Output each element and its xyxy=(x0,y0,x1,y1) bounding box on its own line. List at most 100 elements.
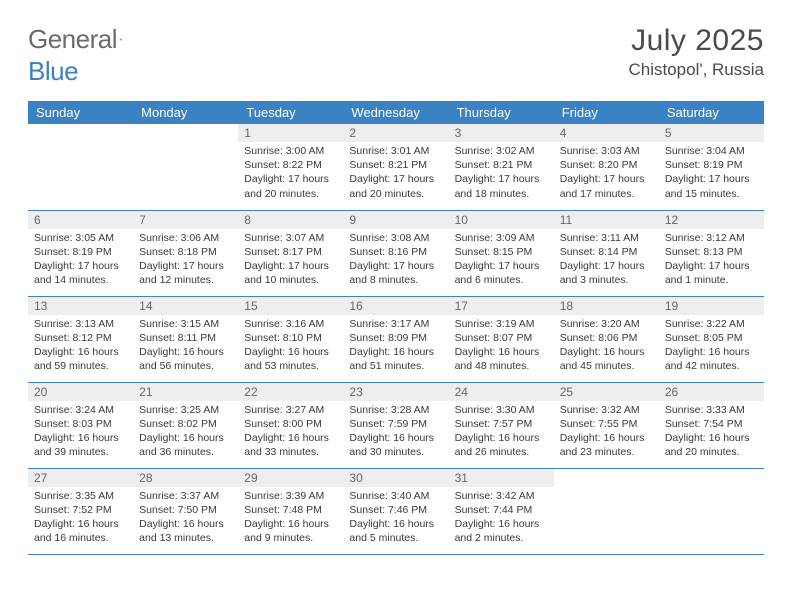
calendar-body: 1Sunrise: 3:00 AMSunset: 8:22 PMDaylight… xyxy=(28,124,764,554)
day-number: 29 xyxy=(238,469,343,487)
day-number: 21 xyxy=(133,383,238,401)
calendar-cell xyxy=(554,468,659,554)
weekday-header: Sunday xyxy=(28,101,133,124)
day-details: Sunrise: 3:30 AMSunset: 7:57 PMDaylight:… xyxy=(449,401,554,464)
calendar-cell: 29Sunrise: 3:39 AMSunset: 7:48 PMDayligh… xyxy=(238,468,343,554)
day-number: 4 xyxy=(554,124,659,142)
calendar-row: 1Sunrise: 3:00 AMSunset: 8:22 PMDaylight… xyxy=(28,124,764,210)
day-number: 12 xyxy=(659,211,764,229)
day-number: 15 xyxy=(238,297,343,315)
day-number: 26 xyxy=(659,383,764,401)
day-details: Sunrise: 3:04 AMSunset: 8:19 PMDaylight:… xyxy=(659,142,764,205)
calendar-cell: 21Sunrise: 3:25 AMSunset: 8:02 PMDayligh… xyxy=(133,382,238,468)
calendar-cell: 1Sunrise: 3:00 AMSunset: 8:22 PMDaylight… xyxy=(238,124,343,210)
weekday-header: Tuesday xyxy=(238,101,343,124)
calendar-table: SundayMondayTuesdayWednesdayThursdayFrid… xyxy=(28,101,764,555)
day-details: Sunrise: 3:35 AMSunset: 7:52 PMDaylight:… xyxy=(28,487,133,550)
day-details: Sunrise: 3:09 AMSunset: 8:15 PMDaylight:… xyxy=(449,229,554,292)
calendar-cell xyxy=(133,124,238,210)
calendar-cell: 27Sunrise: 3:35 AMSunset: 7:52 PMDayligh… xyxy=(28,468,133,554)
day-number: 2 xyxy=(343,124,448,142)
day-number: 22 xyxy=(238,383,343,401)
day-number: 14 xyxy=(133,297,238,315)
day-number: 7 xyxy=(133,211,238,229)
calendar-cell: 17Sunrise: 3:19 AMSunset: 8:07 PMDayligh… xyxy=(449,296,554,382)
day-number: 5 xyxy=(659,124,764,142)
day-details: Sunrise: 3:15 AMSunset: 8:11 PMDaylight:… xyxy=(133,315,238,378)
day-number: 27 xyxy=(28,469,133,487)
day-number: 11 xyxy=(554,211,659,229)
day-details: Sunrise: 3:11 AMSunset: 8:14 PMDaylight:… xyxy=(554,229,659,292)
logo-text-1: General xyxy=(28,24,117,55)
day-details: Sunrise: 3:28 AMSunset: 7:59 PMDaylight:… xyxy=(343,401,448,464)
location: Chistopol', Russia xyxy=(628,60,764,80)
calendar-cell: 28Sunrise: 3:37 AMSunset: 7:50 PMDayligh… xyxy=(133,468,238,554)
weekday-header: Thursday xyxy=(449,101,554,124)
day-number: 24 xyxy=(449,383,554,401)
calendar-cell: 18Sunrise: 3:20 AMSunset: 8:06 PMDayligh… xyxy=(554,296,659,382)
day-number: 16 xyxy=(343,297,448,315)
day-number: 25 xyxy=(554,383,659,401)
calendar-cell: 4Sunrise: 3:03 AMSunset: 8:20 PMDaylight… xyxy=(554,124,659,210)
calendar-cell: 6Sunrise: 3:05 AMSunset: 8:19 PMDaylight… xyxy=(28,210,133,296)
calendar-cell: 2Sunrise: 3:01 AMSunset: 8:21 PMDaylight… xyxy=(343,124,448,210)
day-number: 30 xyxy=(343,469,448,487)
day-details: Sunrise: 3:07 AMSunset: 8:17 PMDaylight:… xyxy=(238,229,343,292)
day-details: Sunrise: 3:08 AMSunset: 8:16 PMDaylight:… xyxy=(343,229,448,292)
logo-text-2: Blue xyxy=(28,56,78,87)
logo-sail-icon xyxy=(119,30,123,48)
day-details: Sunrise: 3:39 AMSunset: 7:48 PMDaylight:… xyxy=(238,487,343,550)
day-details: Sunrise: 3:27 AMSunset: 8:00 PMDaylight:… xyxy=(238,401,343,464)
calendar-head: SundayMondayTuesdayWednesdayThursdayFrid… xyxy=(28,101,764,124)
weekday-header: Monday xyxy=(133,101,238,124)
day-details: Sunrise: 3:33 AMSunset: 7:54 PMDaylight:… xyxy=(659,401,764,464)
calendar-cell: 10Sunrise: 3:09 AMSunset: 8:15 PMDayligh… xyxy=(449,210,554,296)
day-details: Sunrise: 3:17 AMSunset: 8:09 PMDaylight:… xyxy=(343,315,448,378)
day-details: Sunrise: 3:25 AMSunset: 8:02 PMDaylight:… xyxy=(133,401,238,464)
title-block: July 2025 Chistopol', Russia xyxy=(628,24,764,80)
calendar-cell: 15Sunrise: 3:16 AMSunset: 8:10 PMDayligh… xyxy=(238,296,343,382)
day-details: Sunrise: 3:37 AMSunset: 7:50 PMDaylight:… xyxy=(133,487,238,550)
day-number: 19 xyxy=(659,297,764,315)
calendar-cell: 8Sunrise: 3:07 AMSunset: 8:17 PMDaylight… xyxy=(238,210,343,296)
logo: General xyxy=(28,24,141,55)
day-details: Sunrise: 3:12 AMSunset: 8:13 PMDaylight:… xyxy=(659,229,764,292)
calendar-cell: 14Sunrise: 3:15 AMSunset: 8:11 PMDayligh… xyxy=(133,296,238,382)
calendar-cell: 16Sunrise: 3:17 AMSunset: 8:09 PMDayligh… xyxy=(343,296,448,382)
calendar-cell: 7Sunrise: 3:06 AMSunset: 8:18 PMDaylight… xyxy=(133,210,238,296)
day-number: 1 xyxy=(238,124,343,142)
calendar-cell: 9Sunrise: 3:08 AMSunset: 8:16 PMDaylight… xyxy=(343,210,448,296)
calendar-cell: 3Sunrise: 3:02 AMSunset: 8:21 PMDaylight… xyxy=(449,124,554,210)
calendar-cell: 22Sunrise: 3:27 AMSunset: 8:00 PMDayligh… xyxy=(238,382,343,468)
day-number: 20 xyxy=(28,383,133,401)
calendar-cell: 25Sunrise: 3:32 AMSunset: 7:55 PMDayligh… xyxy=(554,382,659,468)
calendar-row: 20Sunrise: 3:24 AMSunset: 8:03 PMDayligh… xyxy=(28,382,764,468)
day-details: Sunrise: 3:24 AMSunset: 8:03 PMDaylight:… xyxy=(28,401,133,464)
day-number: 13 xyxy=(28,297,133,315)
day-details: Sunrise: 3:40 AMSunset: 7:46 PMDaylight:… xyxy=(343,487,448,550)
day-number: 28 xyxy=(133,469,238,487)
day-number: 17 xyxy=(449,297,554,315)
calendar-cell: 31Sunrise: 3:42 AMSunset: 7:44 PMDayligh… xyxy=(449,468,554,554)
day-details: Sunrise: 3:13 AMSunset: 8:12 PMDaylight:… xyxy=(28,315,133,378)
calendar-cell: 5Sunrise: 3:04 AMSunset: 8:19 PMDaylight… xyxy=(659,124,764,210)
day-number: 18 xyxy=(554,297,659,315)
day-number: 3 xyxy=(449,124,554,142)
day-details: Sunrise: 3:05 AMSunset: 8:19 PMDaylight:… xyxy=(28,229,133,292)
day-details: Sunrise: 3:20 AMSunset: 8:06 PMDaylight:… xyxy=(554,315,659,378)
day-details: Sunrise: 3:02 AMSunset: 8:21 PMDaylight:… xyxy=(449,142,554,205)
calendar-cell: 11Sunrise: 3:11 AMSunset: 8:14 PMDayligh… xyxy=(554,210,659,296)
weekday-header: Friday xyxy=(554,101,659,124)
calendar-row: 13Sunrise: 3:13 AMSunset: 8:12 PMDayligh… xyxy=(28,296,764,382)
calendar-cell: 20Sunrise: 3:24 AMSunset: 8:03 PMDayligh… xyxy=(28,382,133,468)
calendar-cell xyxy=(659,468,764,554)
day-details: Sunrise: 3:03 AMSunset: 8:20 PMDaylight:… xyxy=(554,142,659,205)
day-details: Sunrise: 3:16 AMSunset: 8:10 PMDaylight:… xyxy=(238,315,343,378)
day-details: Sunrise: 3:32 AMSunset: 7:55 PMDaylight:… xyxy=(554,401,659,464)
calendar-row: 6Sunrise: 3:05 AMSunset: 8:19 PMDaylight… xyxy=(28,210,764,296)
calendar-cell: 23Sunrise: 3:28 AMSunset: 7:59 PMDayligh… xyxy=(343,382,448,468)
calendar-cell: 24Sunrise: 3:30 AMSunset: 7:57 PMDayligh… xyxy=(449,382,554,468)
day-number: 9 xyxy=(343,211,448,229)
day-details: Sunrise: 3:19 AMSunset: 8:07 PMDaylight:… xyxy=(449,315,554,378)
calendar-cell: 19Sunrise: 3:22 AMSunset: 8:05 PMDayligh… xyxy=(659,296,764,382)
